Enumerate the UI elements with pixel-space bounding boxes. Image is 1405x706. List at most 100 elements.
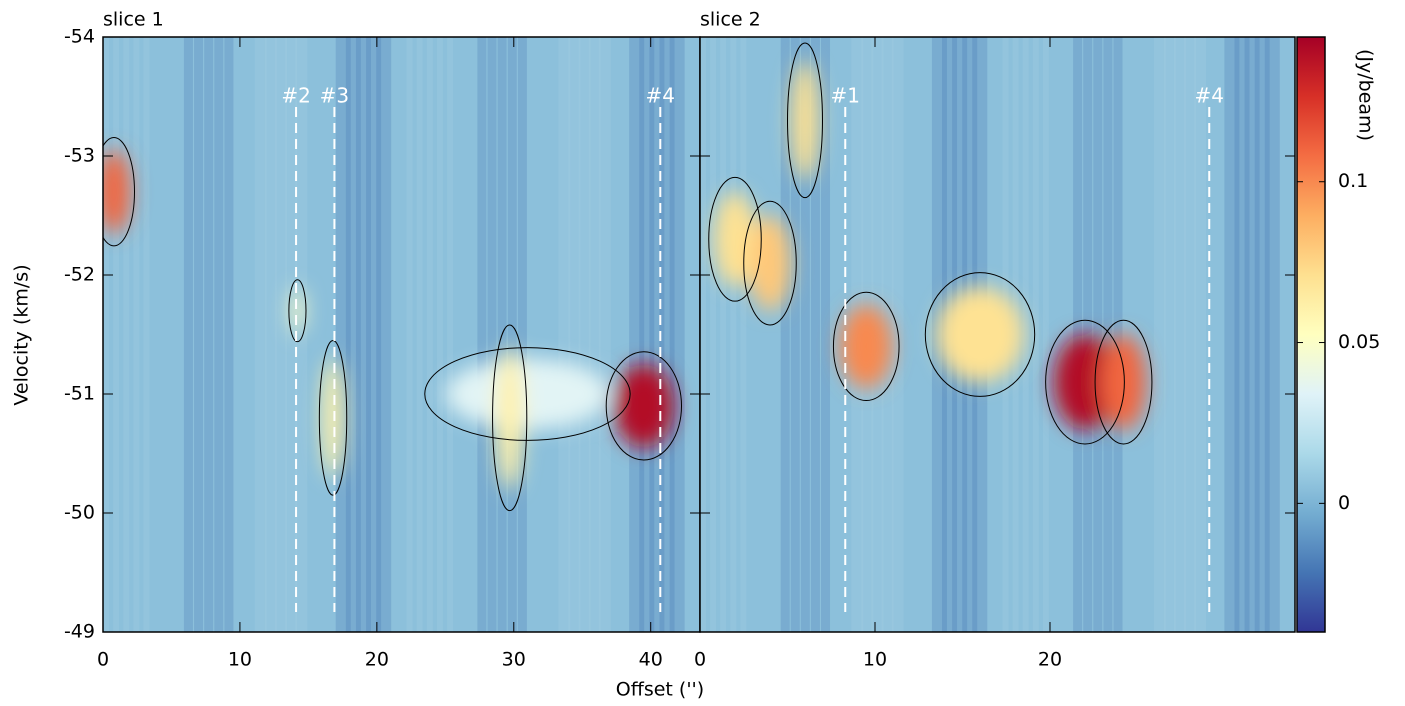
stripe (710, 37, 717, 632)
stripe (517, 37, 527, 632)
contour (492, 324, 528, 512)
frame (699, 36, 1296, 633)
stripe (103, 37, 109, 632)
colorbar-tick-label: 0.1 (1338, 170, 1368, 192)
contour (103, 137, 135, 247)
y-tick-label: -54 (64, 26, 95, 48)
y-tick-label: -52 (64, 264, 95, 286)
stripe (224, 37, 234, 632)
stripe (1022, 37, 1029, 632)
stripe (800, 37, 810, 632)
colorbar-label: (Jy/beam) (1355, 49, 1377, 141)
contour (787, 42, 823, 199)
stripe (254, 37, 267, 632)
contour (1045, 319, 1125, 445)
x-tick-label: 30 (502, 649, 526, 671)
x-tick-label: 10 (863, 649, 887, 671)
stripe (487, 37, 497, 632)
stripe (720, 37, 727, 632)
stripe (578, 37, 591, 632)
stripe (558, 37, 571, 632)
emission (445, 358, 610, 430)
contour (605, 351, 683, 461)
stripe (1163, 37, 1176, 632)
features (103, 150, 674, 490)
emission (103, 150, 131, 234)
contour (743, 200, 797, 326)
emission (1100, 334, 1147, 430)
stripe (639, 37, 655, 632)
stripe (1093, 37, 1103, 632)
stripe (295, 37, 308, 632)
x-tick-label: 0 (97, 649, 109, 671)
stripe (790, 37, 800, 632)
emission (322, 358, 344, 478)
stripe (700, 37, 706, 632)
stripe (1042, 37, 1049, 632)
emission (495, 346, 524, 490)
emission (936, 286, 1024, 383)
stripe (1173, 37, 1186, 632)
stripe (730, 37, 737, 632)
y-tick-label: -53 (64, 145, 95, 167)
stripe (335, 37, 351, 632)
marker-label: #4 (646, 84, 675, 108)
stripe (477, 37, 487, 632)
stripe (406, 37, 413, 632)
colorbar-tick-label: 0 (1338, 492, 1350, 514)
x-tick-label: 40 (639, 649, 663, 671)
stripe (568, 37, 581, 632)
panel-title: slice 2 (700, 9, 761, 31)
y-axis-label: Velocity (km/s) (11, 264, 33, 405)
stripe (183, 37, 193, 632)
stripe (275, 37, 288, 632)
contour (424, 347, 631, 441)
stripe (821, 37, 831, 632)
contour (924, 272, 1036, 397)
stripe (780, 37, 790, 632)
stripe (659, 37, 675, 632)
stripe (1113, 37, 1123, 632)
features (714, 60, 1147, 430)
plot-area (700, 37, 1295, 632)
stripe (588, 37, 601, 632)
stripe (1244, 37, 1260, 632)
panel-title: slice 1 (103, 9, 164, 31)
stripe (355, 37, 371, 632)
y-tick-label: -49 (64, 621, 95, 643)
stripe (740, 37, 747, 632)
stripe (810, 37, 820, 632)
stripe (1224, 37, 1240, 632)
contour (708, 176, 762, 302)
contour (288, 279, 307, 343)
stripe (133, 37, 140, 632)
stripe (1103, 37, 1113, 632)
x-tick-label: 20 (1038, 649, 1062, 671)
stripe (366, 37, 382, 632)
marker-label: #1 (831, 84, 860, 108)
marker-label: #2 (281, 84, 310, 108)
stripe (426, 37, 433, 632)
stripe (214, 37, 224, 632)
stripe (264, 37, 277, 632)
emission (290, 286, 305, 335)
stripe (507, 37, 517, 632)
stripe (1153, 37, 1166, 632)
x-tick-label: 20 (365, 649, 389, 671)
stripe (891, 37, 904, 632)
x-tick-label: 10 (228, 649, 252, 671)
plot-area (103, 37, 700, 632)
colorbar-tick-label: 0.05 (1338, 331, 1380, 353)
stripe (204, 37, 214, 632)
stripe (143, 37, 150, 632)
x-axis-label: Offset ('') (616, 679, 704, 701)
stripe (1234, 37, 1250, 632)
stripe (1264, 37, 1280, 632)
stripe (1073, 37, 1083, 632)
marker-label: #3 (320, 84, 349, 108)
emission (749, 215, 791, 311)
marker-label: #4 (1195, 84, 1224, 108)
stripe (113, 37, 120, 632)
stripe (1254, 37, 1270, 632)
